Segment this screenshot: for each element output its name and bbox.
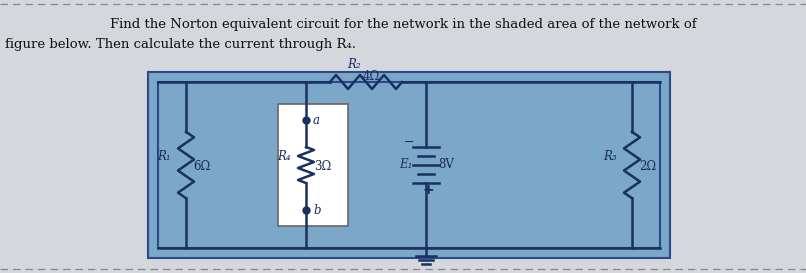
Text: R₁: R₁ bbox=[157, 150, 171, 164]
Text: Find the Norton equivalent circuit for the network in the shaded area of the net: Find the Norton equivalent circuit for t… bbox=[110, 18, 696, 31]
Text: a: a bbox=[313, 114, 320, 127]
Text: R₂: R₂ bbox=[347, 58, 361, 72]
Text: E₁: E₁ bbox=[399, 159, 413, 171]
Text: R₄: R₄ bbox=[277, 150, 291, 164]
Text: 6Ω: 6Ω bbox=[193, 161, 210, 174]
Text: R₃: R₃ bbox=[603, 150, 617, 164]
Text: 3Ω: 3Ω bbox=[314, 161, 331, 174]
Text: b: b bbox=[313, 204, 321, 218]
Text: 4Ω: 4Ω bbox=[363, 70, 380, 84]
Text: +: + bbox=[422, 183, 434, 197]
Bar bbox=[158, 82, 660, 248]
Text: −: − bbox=[404, 135, 414, 149]
Bar bbox=[148, 72, 670, 258]
Text: 2Ω: 2Ω bbox=[639, 161, 657, 174]
Text: figure below. Then calculate the current through R₄.: figure below. Then calculate the current… bbox=[5, 38, 356, 51]
Bar bbox=[278, 104, 348, 226]
Text: 8V: 8V bbox=[438, 159, 454, 171]
